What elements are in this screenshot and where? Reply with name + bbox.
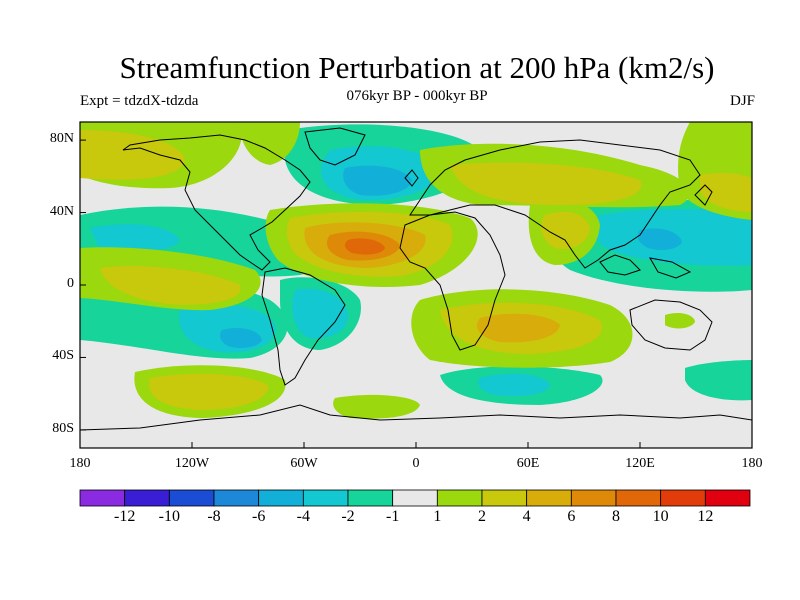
contour-field	[80, 122, 752, 448]
contour-region-neg1-se-pacific	[685, 360, 752, 401]
colorbar-swatch	[481, 489, 528, 507]
colorbar-label: -12	[113, 508, 136, 525]
figure-subtitle: 076kyr BP - 000kyr BP	[346, 88, 488, 104]
contour-region-pos1-tasman	[665, 312, 695, 329]
lat-tick-label: 80S	[52, 420, 74, 436]
lat-tick-label: 40N	[49, 203, 74, 219]
colorbar-swatch	[615, 489, 662, 507]
colorbar-swatch	[436, 489, 483, 507]
colorbar-swatch	[124, 489, 170, 507]
coastline-south-america	[261, 267, 346, 386]
contour-region-neg2-tropical-pacific	[90, 224, 180, 253]
contour-region-neg2-s-indian	[478, 373, 550, 397]
figure-title: Streamfunction Perturbation at 200 hPa (…	[119, 50, 715, 85]
colorbar-label: 6	[567, 508, 576, 525]
colorbar-label: -8	[207, 508, 221, 525]
colorbar-label: -2	[341, 508, 355, 525]
coastline-greenland	[304, 127, 366, 166]
colorbar-label: -1	[385, 508, 400, 525]
colorbar-label: 8	[612, 508, 620, 525]
coastline-australia	[629, 299, 713, 351]
contour-region-neg4-w-pacific	[637, 228, 682, 250]
contour-region-pos1-s-atlantic-far	[333, 394, 420, 419]
contour-region-pos8-tropical-atlantic	[344, 238, 385, 255]
coastline-north-america	[122, 134, 311, 271]
lat-tick-label: 80N	[49, 131, 74, 147]
contour-region-pos2-n-pacific	[80, 130, 185, 180]
colorbar-label: 12	[697, 508, 714, 525]
lat-tick-label: 40S	[52, 348, 74, 364]
colorbar-label: 10	[652, 508, 669, 525]
lon-tick-label: 0	[412, 456, 420, 471]
colorbar-label: -6	[251, 508, 266, 525]
colorbar-swatch	[526, 489, 572, 507]
contour-region-neg4-n-atlantic	[343, 165, 412, 196]
colorbar-label: 2	[478, 508, 486, 525]
lon-tick-label: 180	[69, 456, 91, 471]
colorbar-swatch	[168, 489, 215, 507]
colorbar-swatch	[392, 489, 438, 507]
contour-region-pos4-s-indian	[476, 313, 560, 343]
coastline-eurasia	[409, 139, 701, 269]
lon-tick-label: 180	[741, 456, 763, 471]
contour-region-neg4-s-pacific	[220, 328, 262, 348]
colorbar-label: -4	[296, 508, 310, 525]
lon-tick-label: 120W	[174, 456, 210, 471]
contour-region-pos2-arabia	[541, 211, 590, 250]
coastline-new-guinea	[649, 257, 692, 279]
colorbar-swatch	[704, 489, 751, 507]
lat-tick-label: 0	[67, 276, 74, 291]
colorbar-swatch	[79, 489, 126, 507]
season-label: DJF	[729, 93, 755, 109]
coastline-maritime-continent	[599, 254, 641, 276]
coastline-africa	[399, 211, 506, 351]
axis-ticks	[79, 139, 753, 448]
coastline-japan	[694, 184, 713, 206]
contour-region-pos2-s-ocean	[149, 373, 269, 410]
colorbar-swatch	[213, 489, 260, 507]
contour-region-pos1-canada	[239, 122, 300, 165]
contour-region-pos2-n-pacific-east	[700, 172, 752, 212]
colorbar-label: -10	[158, 508, 180, 525]
colorbar-swatch	[258, 489, 304, 507]
lon-tick-label: 60W	[290, 456, 318, 471]
colorbar-swatch	[347, 489, 394, 507]
coastline-antarctica	[80, 404, 752, 431]
colorbar-swatch	[570, 489, 617, 507]
contour-region-neg2-s-atlantic	[292, 288, 348, 339]
contour-region-pos2-eurasia	[450, 162, 642, 205]
colorbar	[79, 489, 751, 507]
coastline-uk	[404, 169, 419, 187]
colorbar-swatch	[302, 489, 349, 507]
lon-tick-label: 120E	[625, 456, 655, 471]
coastlines	[80, 127, 752, 431]
lon-tick-label: 60E	[516, 456, 540, 471]
contour-region-pos2-e-pacific	[100, 265, 241, 305]
experiment-label: Expt = tdzdX-tdzda	[80, 93, 199, 109]
colorbar-label: 1	[433, 508, 442, 525]
colorbar-label: 4	[522, 508, 531, 525]
colorbar-swatch	[660, 489, 706, 507]
